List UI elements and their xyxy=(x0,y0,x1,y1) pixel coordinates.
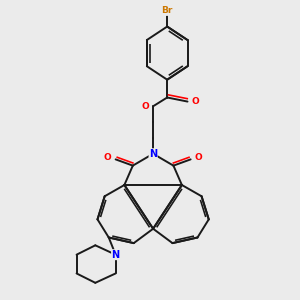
Text: O: O xyxy=(195,153,202,162)
Text: N: N xyxy=(112,250,120,260)
Text: N: N xyxy=(149,149,157,159)
Text: Br: Br xyxy=(161,6,173,15)
Text: O: O xyxy=(191,97,199,106)
Text: O: O xyxy=(141,102,149,111)
Text: O: O xyxy=(104,153,112,162)
